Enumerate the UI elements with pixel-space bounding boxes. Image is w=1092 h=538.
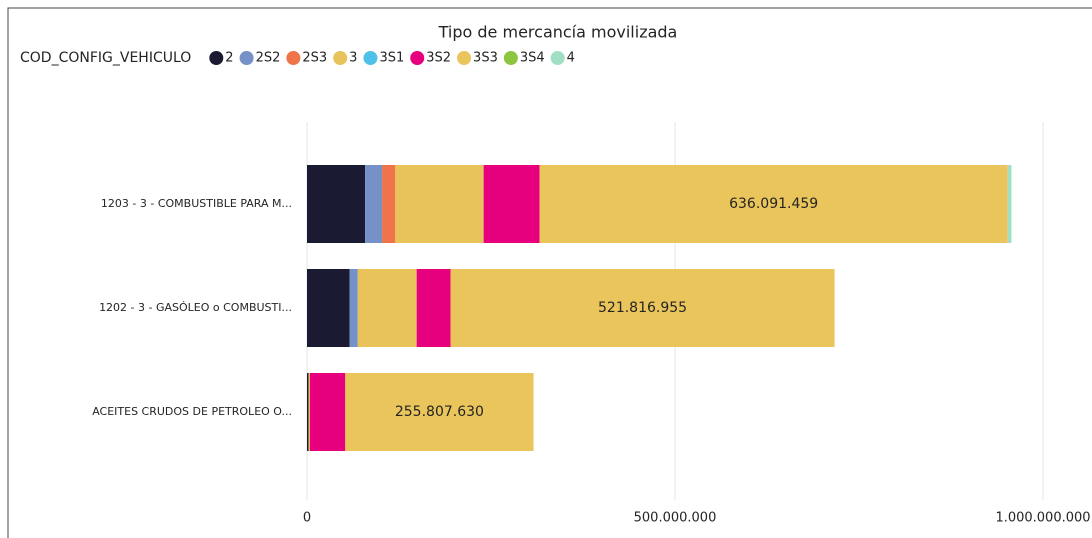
legend-marker	[286, 51, 301, 65]
y-tick-label: ACEITES CRUDOS DE PETROLEO O...	[92, 405, 292, 418]
legend-title: COD_CONFIG_VEHICULO	[20, 50, 191, 66]
legend-label: 3S3	[473, 51, 498, 66]
bar-segment	[395, 165, 484, 243]
legend-marker	[503, 51, 518, 65]
bar-segment	[307, 373, 309, 451]
bar-segment	[450, 269, 835, 347]
legend-label: 3S2	[426, 51, 451, 66]
chart-title: Tipo de mercancía movilizada	[438, 23, 678, 42]
legend-marker	[239, 51, 254, 65]
legend-label: 2S2	[256, 51, 281, 66]
bar-segment	[416, 269, 451, 347]
legend-marker	[363, 51, 378, 65]
legend-label: 3	[349, 51, 357, 66]
legend-label: 4	[567, 51, 575, 66]
bar-segment	[483, 165, 540, 243]
legend-label: 2	[225, 51, 233, 66]
legend-marker	[410, 51, 425, 65]
data-label: 521.816.955	[598, 300, 687, 316]
data-label: 636.091.459	[729, 196, 818, 212]
legend-label: 3S1	[379, 51, 404, 66]
legend-marker	[209, 51, 224, 65]
bar-segment	[539, 165, 1008, 243]
bar-segment	[365, 165, 383, 243]
bar-segment	[307, 165, 366, 243]
y-tick-label: 1202 - 3 - GASÓLEO o COMBUSTI...	[99, 301, 292, 314]
legend-marker	[333, 51, 348, 65]
x-tick-label: 0	[303, 511, 311, 526]
x-tick-label: 1.000.000.000	[995, 511, 1090, 526]
bar-segment	[309, 373, 346, 451]
legend-label: 2S3	[302, 51, 327, 66]
legend-marker	[550, 51, 565, 65]
y-tick-label: 1203 - 3 - COMBUSTIBLE PARA M...	[101, 197, 292, 210]
bar-segment	[357, 269, 417, 347]
bar-segment	[307, 269, 350, 347]
bar-segment	[1007, 165, 1012, 243]
x-tick-label: 500.000.000	[634, 511, 717, 526]
legend-marker	[457, 51, 472, 65]
data-label: 255.807.630	[395, 404, 484, 420]
bar-segment	[349, 269, 358, 347]
bar-segment	[382, 165, 396, 243]
legend-label: 3S4	[520, 51, 545, 66]
bar-segment	[345, 373, 534, 451]
bar-segment	[308, 373, 310, 451]
